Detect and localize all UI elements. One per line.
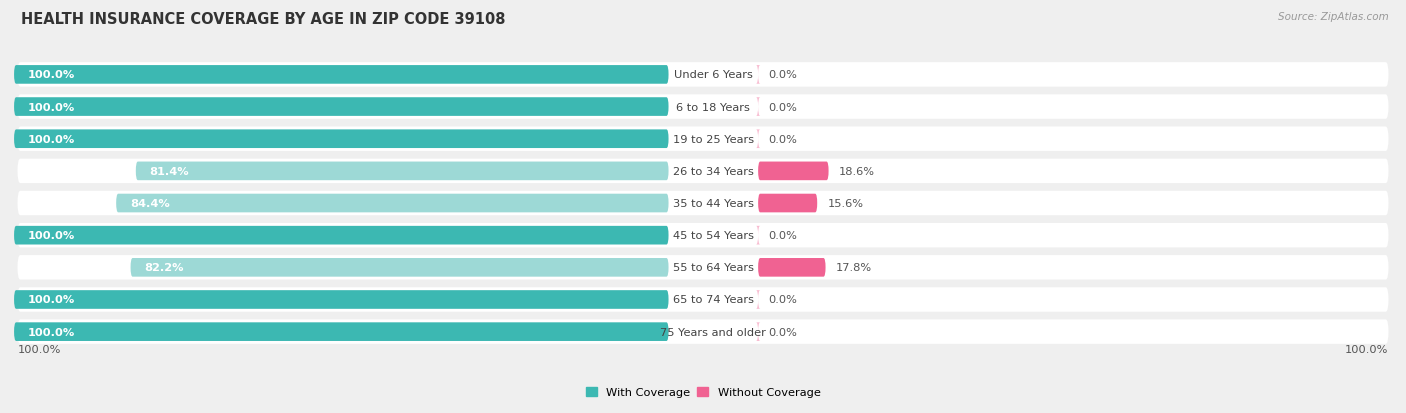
Text: 0.0%: 0.0% [769,70,797,80]
Text: 35 to 44 Years: 35 to 44 Years [673,199,754,209]
Text: 100.0%: 100.0% [28,70,75,80]
FancyBboxPatch shape [131,259,669,277]
FancyBboxPatch shape [17,95,1389,119]
FancyBboxPatch shape [117,194,669,213]
FancyBboxPatch shape [756,290,761,309]
Text: 17.8%: 17.8% [837,263,872,273]
Text: 18.6%: 18.6% [839,166,875,176]
Text: 15.6%: 15.6% [828,199,863,209]
FancyBboxPatch shape [17,63,1389,88]
FancyBboxPatch shape [756,98,761,116]
FancyBboxPatch shape [17,256,1389,280]
Text: Source: ZipAtlas.com: Source: ZipAtlas.com [1278,12,1389,22]
FancyBboxPatch shape [17,191,1389,216]
FancyBboxPatch shape [17,159,1389,184]
FancyBboxPatch shape [756,66,761,85]
Text: 19 to 25 Years: 19 to 25 Years [673,134,754,145]
Text: 100.0%: 100.0% [28,327,75,337]
FancyBboxPatch shape [17,287,1389,312]
FancyBboxPatch shape [17,320,1389,344]
Text: 6 to 18 Years: 6 to 18 Years [676,102,751,112]
Text: 0.0%: 0.0% [769,230,797,241]
Text: 0.0%: 0.0% [769,327,797,337]
Text: 0.0%: 0.0% [769,102,797,112]
Text: 65 to 74 Years: 65 to 74 Years [673,295,754,305]
FancyBboxPatch shape [756,226,761,245]
Text: 100.0%: 100.0% [1346,344,1389,354]
FancyBboxPatch shape [136,162,669,181]
Text: 0.0%: 0.0% [769,134,797,145]
FancyBboxPatch shape [756,323,761,341]
Text: 45 to 54 Years: 45 to 54 Years [673,230,754,241]
Legend: With Coverage, Without Coverage: With Coverage, Without Coverage [585,387,821,397]
Text: 82.2%: 82.2% [145,263,184,273]
FancyBboxPatch shape [14,130,669,149]
FancyBboxPatch shape [14,226,669,245]
FancyBboxPatch shape [758,162,828,181]
FancyBboxPatch shape [758,259,825,277]
FancyBboxPatch shape [14,290,669,309]
Text: 100.0%: 100.0% [28,102,75,112]
FancyBboxPatch shape [17,223,1389,248]
FancyBboxPatch shape [14,98,669,116]
Text: 81.4%: 81.4% [149,166,190,176]
FancyBboxPatch shape [17,127,1389,152]
FancyBboxPatch shape [14,66,669,85]
FancyBboxPatch shape [14,323,669,341]
FancyBboxPatch shape [756,130,761,149]
Text: 0.0%: 0.0% [769,295,797,305]
FancyBboxPatch shape [758,194,817,213]
Text: 100.0%: 100.0% [28,134,75,145]
Text: Under 6 Years: Under 6 Years [673,70,752,80]
Text: 75 Years and older: 75 Years and older [661,327,766,337]
Text: 55 to 64 Years: 55 to 64 Years [673,263,754,273]
Text: 100.0%: 100.0% [28,230,75,241]
Text: HEALTH INSURANCE COVERAGE BY AGE IN ZIP CODE 39108: HEALTH INSURANCE COVERAGE BY AGE IN ZIP … [21,12,506,27]
Text: 100.0%: 100.0% [28,295,75,305]
Text: 100.0%: 100.0% [17,344,60,354]
Text: 84.4%: 84.4% [129,199,170,209]
Text: 26 to 34 Years: 26 to 34 Years [673,166,754,176]
